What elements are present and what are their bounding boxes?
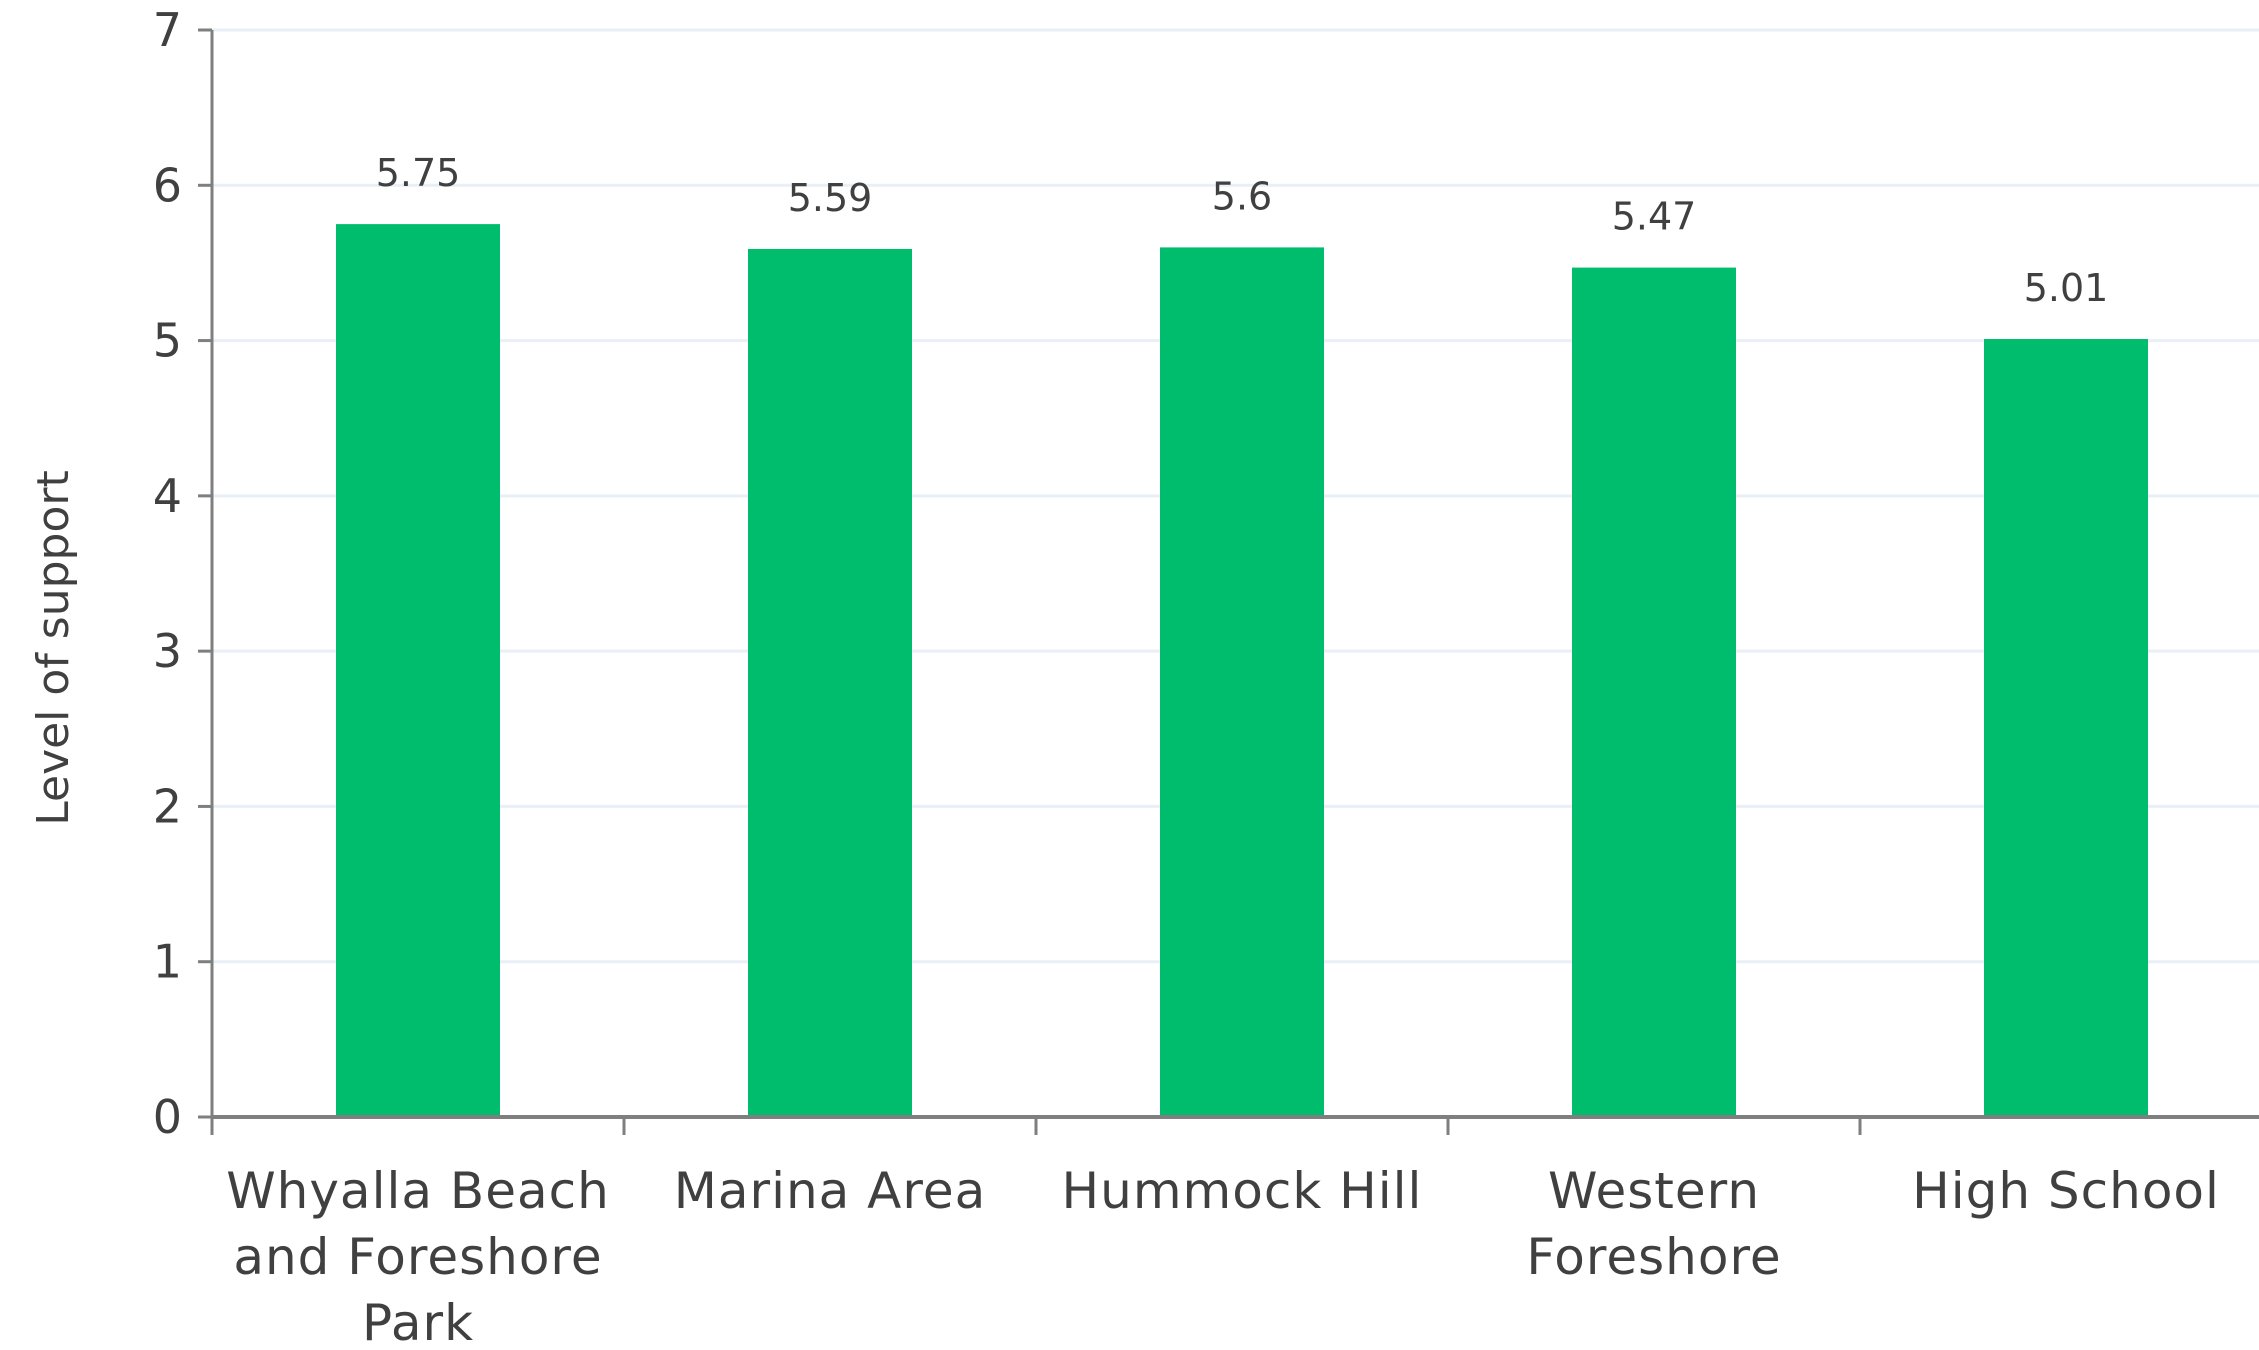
x-category-label-line: Park	[362, 1294, 474, 1350]
data-label: 5.59	[788, 176, 873, 220]
x-category-label: Whyalla Beach and Foreshore Park	[226, 1162, 610, 1350]
x-category-label-line: High School	[1912, 1162, 2220, 1220]
y-tick-label: 1	[153, 935, 182, 989]
y-tick-label: 0	[153, 1090, 182, 1144]
y-tick-label: 5	[153, 314, 182, 368]
x-category-label: Hummock Hill	[1062, 1162, 1423, 1220]
bar	[1984, 339, 2148, 1118]
labels: 0 1 2 3 4 5 6 7 5.75 Whyalla Beach and Foreshore Pa…	[153, 3, 2220, 1350]
y-tick-label: 3	[153, 624, 182, 678]
x-category-label-line: Whyalla Beach	[226, 1162, 610, 1220]
data-label: 5.01	[2024, 266, 2109, 310]
bar	[1160, 247, 1324, 1117]
x-category-label-line: Western	[1548, 1162, 1760, 1220]
x-category-label: High School	[1912, 1162, 2220, 1220]
data-label: 5.47	[1612, 195, 1697, 239]
x-category-label-line: and Foreshore	[233, 1228, 602, 1286]
bar	[336, 224, 500, 1117]
y-tick-label: 6	[153, 158, 182, 212]
bar	[748, 248, 912, 1117]
y-tick-label: 7	[153, 3, 182, 57]
y-tick-label: 2	[153, 779, 182, 833]
bar	[1572, 267, 1736, 1117]
x-category-label-line: Hummock Hill	[1062, 1162, 1423, 1220]
axes	[198, 28, 2259, 1135]
x-category-label: Marina Area	[674, 1162, 987, 1220]
y-axis-title: Level of support	[28, 470, 79, 825]
x-category-label-line: Foreshore	[1526, 1228, 1781, 1286]
y-tick-label: 4	[153, 469, 182, 523]
data-label: 5.75	[376, 151, 461, 195]
x-category-label: Western Foreshore	[1526, 1162, 1781, 1286]
x-category-label-line: Marina Area	[674, 1162, 987, 1220]
data-label: 5.6	[1212, 174, 1272, 218]
bars	[336, 224, 2148, 1118]
